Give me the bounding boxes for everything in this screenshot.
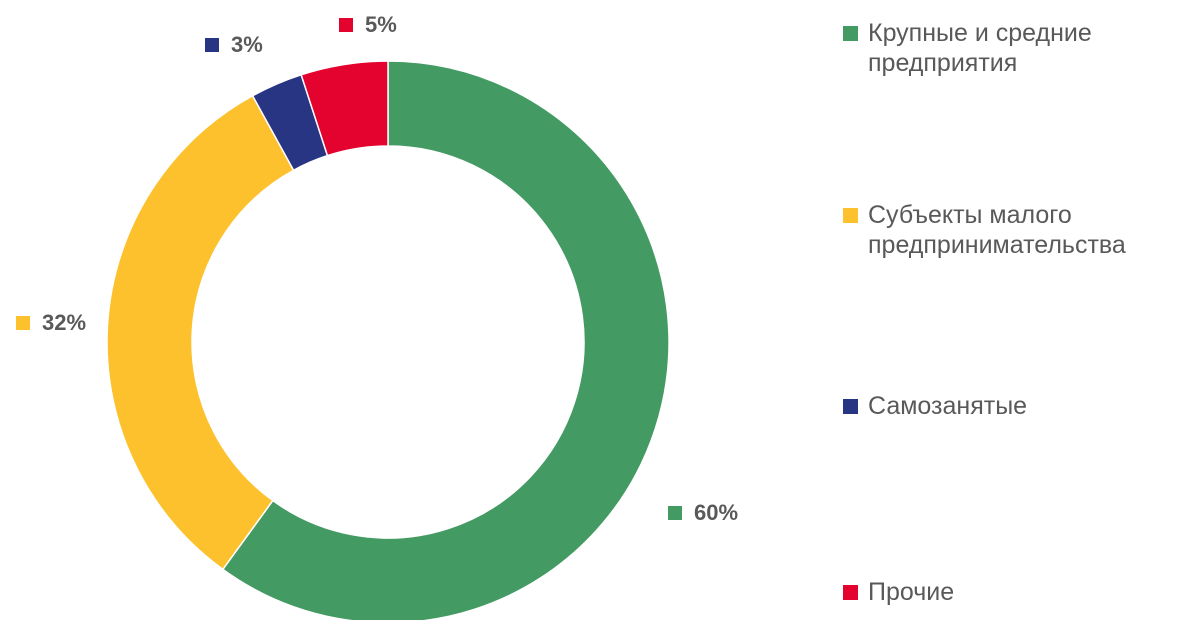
legend-item: Самозанятые [843,391,1188,421]
legend-item: Субъекты малого предпринимательства [843,200,1188,260]
legend-swatch [843,585,858,600]
data-label: 60% [694,500,738,525]
data-label: 32% [42,310,86,335]
legend-label: Самозанятые [868,392,1028,420]
legend-swatch [843,26,858,41]
legend-label: Субъекты малого предпринимательства [868,201,1126,259]
legend-label: Крупные и средние предприятия [868,19,1092,77]
legend-item: Крупные и средние предприятия [843,18,1188,78]
legend-label: Прочие [868,578,955,606]
label-marker [205,38,219,52]
legend-swatch [843,208,858,223]
chart: 60% 32% 3% 5% [16,12,738,620]
data-label: 5% [365,12,397,37]
donut-segment [221,60,670,620]
label-marker [16,316,30,330]
data-label: 3% [231,32,263,57]
label-marker [339,18,353,32]
legend-swatch [843,399,858,414]
donut-segment [300,60,389,157]
label-marker [668,506,682,520]
donut-segment [106,94,295,571]
legend-item: Прочие [843,577,1188,607]
